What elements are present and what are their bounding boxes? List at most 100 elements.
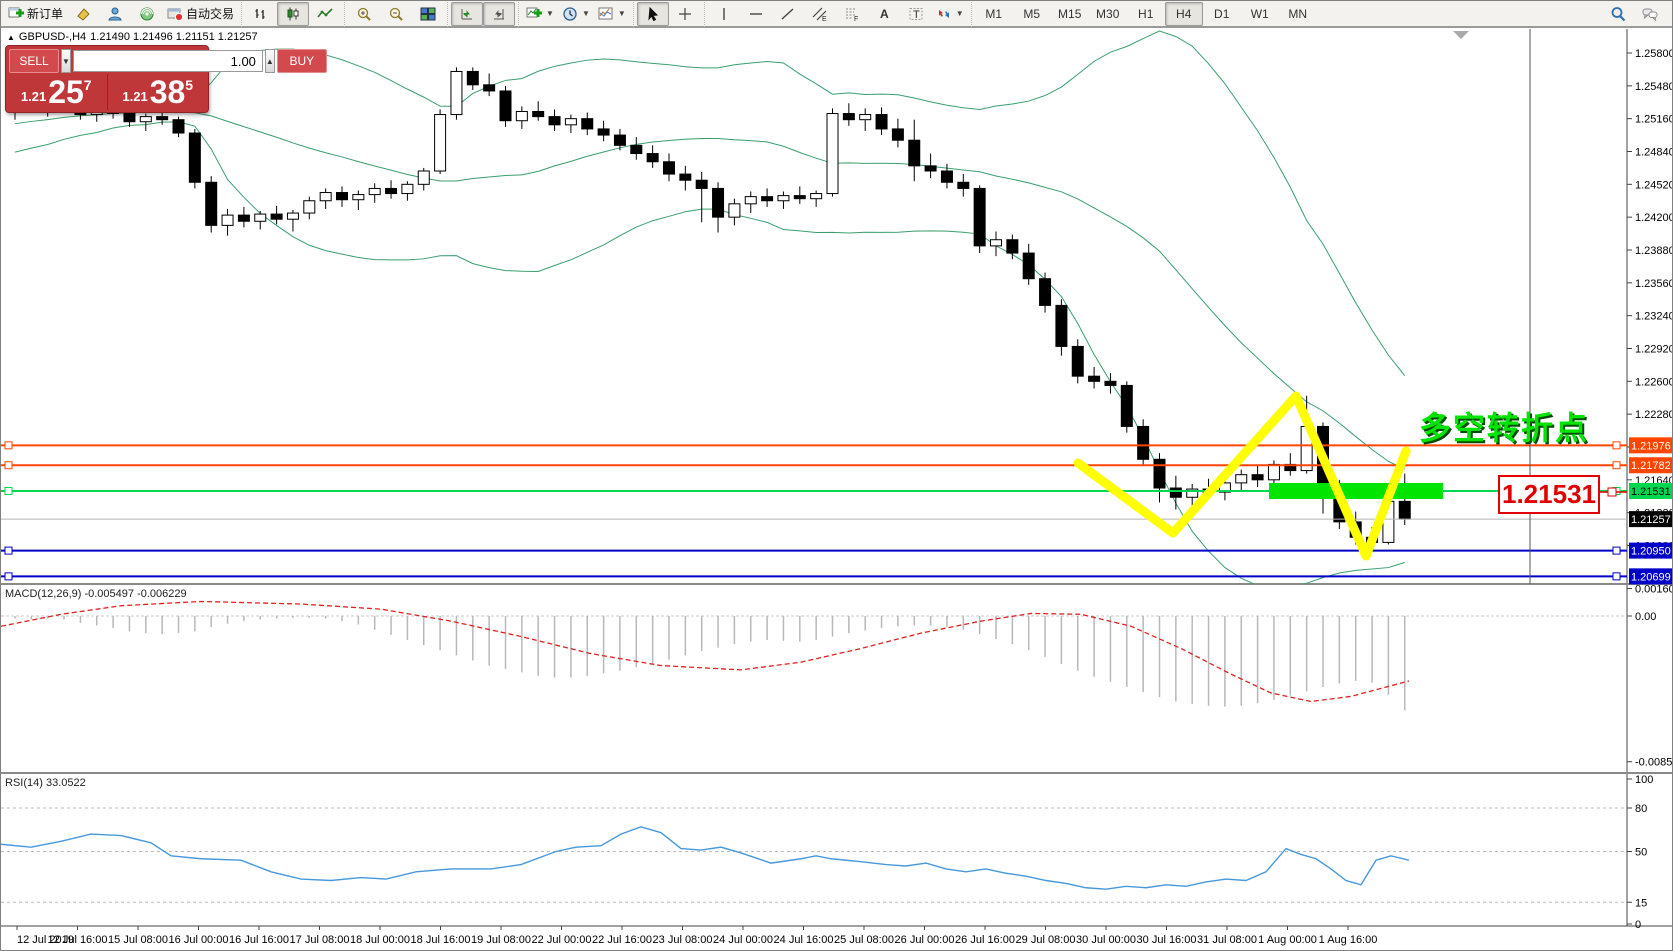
level-line-handle[interactable] bbox=[1612, 572, 1621, 581]
level-line-handle[interactable] bbox=[1612, 441, 1621, 450]
line-chart-button[interactable] bbox=[309, 2, 341, 26]
sell-button[interactable]: SELL bbox=[9, 49, 59, 73]
highlight-band[interactable] bbox=[1269, 482, 1443, 499]
search-button[interactable] bbox=[1602, 2, 1634, 26]
level-line-handle[interactable] bbox=[4, 441, 13, 450]
profile-icon bbox=[107, 6, 123, 22]
candle-body bbox=[564, 118, 577, 126]
dropdown-arrow-icon[interactable]: ▼ bbox=[955, 9, 964, 18]
candle-body bbox=[450, 70, 463, 116]
level-line-handle[interactable] bbox=[4, 546, 13, 555]
periods-button[interactable]: ▼ bbox=[558, 2, 594, 26]
timeframe-button-h4[interactable]: H4 bbox=[1164, 1, 1203, 26]
zigzag-annotation[interactable] bbox=[1073, 391, 1411, 561]
rsi-axis-label: 50 bbox=[1635, 847, 1647, 859]
macd-axis-label: -0.008522 bbox=[1635, 757, 1673, 769]
label-button[interactable]: T bbox=[900, 2, 932, 26]
cursor-button[interactable] bbox=[636, 1, 669, 26]
level-line-handle[interactable] bbox=[4, 572, 13, 581]
level-line-handle[interactable] bbox=[4, 486, 13, 495]
sell-price-big: 25 bbox=[48, 74, 84, 110]
dropdown-arrow-icon[interactable]: ▼ bbox=[581, 9, 590, 18]
rsi-axis-label: 100 bbox=[1635, 774, 1653, 786]
equidistant-channel-icon: E bbox=[812, 6, 828, 22]
timeframe-button-h1[interactable]: H1 bbox=[1138, 6, 1154, 21]
one-click-trading-panel: SELL ▼ ▲ BUY 1.21 25 7 1.21 38 5 bbox=[5, 45, 327, 113]
timeframe-button-m15[interactable]: M15 bbox=[1058, 6, 1082, 21]
fibonacci-button[interactable]: F bbox=[836, 2, 868, 26]
tile-windows-button[interactable] bbox=[412, 2, 444, 26]
chart-canvas[interactable]: 1.25800 1.25480 1.25160 1.24840 1.24520 1.242… bbox=[1, 28, 1673, 951]
candle-body bbox=[646, 153, 659, 163]
candle-body bbox=[826, 113, 839, 195]
horizontal-line-button[interactable] bbox=[740, 2, 772, 26]
arrows-button[interactable]: ▼ bbox=[932, 2, 968, 26]
zoom-out-button[interactable] bbox=[380, 2, 412, 26]
toolbar-group bbox=[447, 1, 518, 27]
buy-button[interactable]: BUY bbox=[276, 49, 327, 73]
templates-button[interactable]: ▼ bbox=[594, 2, 630, 26]
timeframe-button-m30[interactable]: M30 bbox=[1096, 6, 1120, 21]
indicators-button[interactable]: ▼ bbox=[522, 2, 558, 26]
auto-scroll-button[interactable] bbox=[451, 1, 484, 26]
collapse-panel-icon[interactable]: ▲ bbox=[7, 32, 15, 42]
candle-body bbox=[613, 134, 626, 146]
candle-body bbox=[728, 203, 741, 218]
candle-body bbox=[1055, 304, 1068, 347]
dropdown-arrow-icon[interactable]: ▼ bbox=[546, 9, 554, 18]
eraser-button[interactable] bbox=[67, 2, 99, 26]
candle-body bbox=[712, 187, 725, 218]
autotrade-button[interactable]: 自动交易 bbox=[163, 2, 238, 26]
chart-area[interactable]: 1.25800 1.25480 1.25160 1.24840 1.24520 1.242… bbox=[1, 28, 1673, 951]
chart-shift-marker-icon[interactable] bbox=[1453, 31, 1469, 39]
dropdown-arrow-icon[interactable]: ▼ bbox=[617, 9, 626, 18]
auto-scroll-icon bbox=[459, 6, 475, 22]
autotrade-label: 自动交易 bbox=[186, 7, 235, 21]
profile-button[interactable] bbox=[99, 2, 131, 26]
trendline-button[interactable] bbox=[772, 2, 804, 26]
vertical-line-button[interactable] bbox=[708, 2, 740, 26]
chat-button[interactable] bbox=[1634, 2, 1666, 26]
candle-body bbox=[761, 196, 774, 202]
time-tick-label: 30 Jul 16:00 bbox=[1137, 934, 1197, 946]
candle-chart-button[interactable] bbox=[277, 1, 310, 26]
callout-connector-handle[interactable] bbox=[1607, 487, 1617, 497]
price-tick-label: 1.24200 bbox=[1635, 212, 1673, 224]
buy-price-big: 38 bbox=[149, 74, 186, 110]
zoom-in-button[interactable] bbox=[348, 2, 380, 26]
volume-input[interactable] bbox=[72, 50, 263, 72]
candle-body bbox=[139, 116, 152, 123]
price-callout-box[interactable]: 1.21531 bbox=[1498, 475, 1600, 514]
toolbar-group: 新订单 自动交易 bbox=[1, 1, 241, 27]
turning-point-annotation[interactable]: 多空转折点 bbox=[1419, 410, 1590, 446]
text-button[interactable]: A bbox=[868, 2, 900, 26]
candle-body bbox=[859, 114, 872, 121]
timeframe-button-d1[interactable]: D1 bbox=[1214, 6, 1230, 21]
candle-body bbox=[434, 114, 447, 172]
timeframe-button-mn[interactable]: MN bbox=[1288, 6, 1308, 21]
search-icon bbox=[1610, 6, 1626, 22]
volume-decrease-button[interactable]: ▼ bbox=[61, 49, 71, 73]
bar-chart-button[interactable] bbox=[245, 2, 277, 26]
signals-button[interactable] bbox=[131, 2, 163, 26]
equidistant-channel-button[interactable]: E bbox=[804, 2, 836, 26]
volume-increase-button[interactable]: ▲ bbox=[264, 49, 275, 73]
rsi-axis-label: 80 bbox=[1635, 803, 1647, 815]
candle-body bbox=[205, 181, 218, 226]
candle-body bbox=[1398, 500, 1411, 520]
timeframe-button-w1[interactable]: W1 bbox=[1250, 6, 1269, 21]
level-line-handle[interactable] bbox=[4, 461, 13, 470]
timeframe-button-m5[interactable]: M5 bbox=[1023, 6, 1041, 21]
rsi-axis-label: 0 bbox=[1635, 919, 1641, 931]
new-order-button[interactable]: 新订单 bbox=[4, 2, 67, 26]
level-line-handle[interactable] bbox=[1612, 461, 1621, 470]
chart-shift-button[interactable] bbox=[483, 1, 516, 26]
crosshair-button[interactable] bbox=[669, 2, 701, 26]
candle-body bbox=[483, 84, 496, 92]
candle-body bbox=[270, 213, 283, 220]
sell-price[interactable]: 1.21 25 7 bbox=[6, 74, 108, 110]
buy-price[interactable]: 1.21 38 5 bbox=[108, 74, 209, 110]
level-line-handle[interactable] bbox=[1612, 546, 1621, 555]
trendline-icon bbox=[780, 6, 796, 22]
timeframe-button-m1[interactable]: M1 bbox=[985, 6, 1003, 21]
